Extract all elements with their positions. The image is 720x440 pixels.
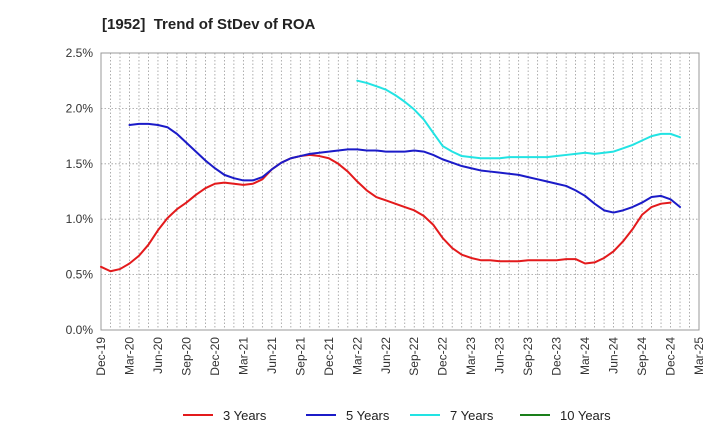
y-tick-label: 0.5% [66,268,94,282]
x-tick-label: Mar-21 [236,337,250,375]
x-tick-label: Jun-23 [493,337,507,374]
x-tick-label: Dec-20 [208,337,222,376]
legend-label: 5 Years [346,408,390,423]
series-line-3-years [100,153,672,273]
grid [101,53,699,330]
x-tick-label: Dec-23 [550,337,564,376]
series-lines [100,79,682,273]
legend-label: 3 Years [223,408,267,423]
x-tick-label: Jun-22 [379,337,393,374]
x-tick-label: Dec-22 [436,337,450,376]
x-tick-label: Jun-20 [151,337,165,374]
y-tick-label: 2.5% [66,46,94,60]
x-tick-label: Sep-22 [407,337,421,376]
legend-label: 10 Years [560,408,611,423]
axes [100,52,700,331]
x-tick-label: Dec-21 [322,337,336,376]
legend: 3 Years 5 Years 7 Years 10 Years [183,408,611,423]
plot-frame [100,52,700,331]
y-tick-label: 0.0% [66,323,94,337]
x-tick-label: Sep-21 [293,337,307,376]
x-tick-label: Sep-23 [521,337,535,376]
x-tick-label: Mar-24 [578,337,592,375]
x-tick-label: Mar-23 [464,337,478,375]
x-tick-label: Mar-25 [692,337,706,375]
x-tick-label: Dec-19 [94,337,108,376]
series-line-5-years [128,122,682,214]
x-tick-label: Dec-24 [664,337,678,376]
x-tick-label: Jun-21 [265,337,279,374]
series-line-7-years [356,79,682,160]
x-tick-label: Sep-24 [635,337,649,376]
chart-title: [1952] Trend of StDev of ROA [102,16,316,33]
tick-labels: 0.0% 0.5% 1.0% 1.5% 2.0% 2.5% Dec-19 Mar-20 Jun-… [66,46,706,376]
x-tick-label: Jun-24 [607,337,621,374]
x-tick-label: Mar-20 [122,337,136,375]
x-tick-label: Sep-20 [179,337,193,376]
x-tick-label: Mar-22 [350,337,364,375]
legend-label: 7 Years [450,408,494,423]
y-tick-label: 2.0% [66,101,94,115]
y-tick-label: 1.5% [66,157,94,171]
y-tick-label: 1.0% [66,212,94,226]
